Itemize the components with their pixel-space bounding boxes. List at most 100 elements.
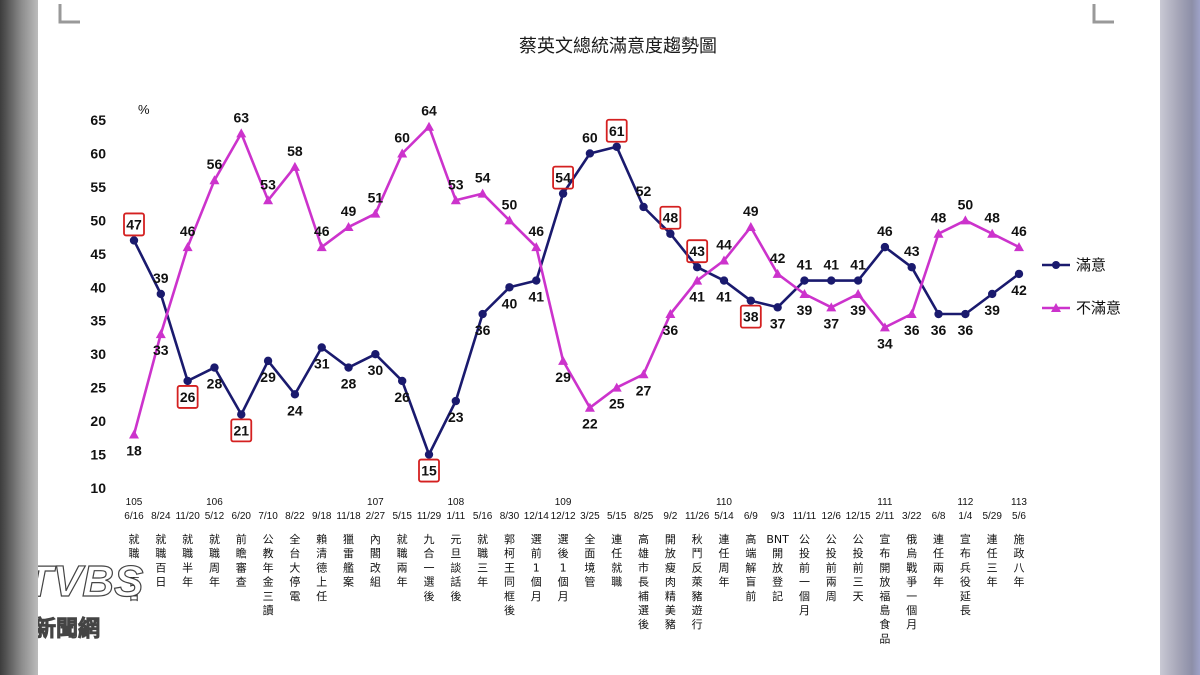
satisfied-value-label: 43 [904, 243, 920, 259]
dissatisfied-point [209, 175, 220, 185]
y-tick-label: 65 [90, 112, 106, 128]
x-event-label: 就職兩年 [397, 532, 408, 589]
legend: 滿意 不滿意 [1042, 256, 1121, 317]
satisfied-value-label: 23 [448, 409, 464, 425]
dissatisfied-point [853, 288, 864, 298]
highlight-box [123, 212, 145, 237]
x-event-label: 就職三年 [477, 532, 488, 589]
x-event-label: 連任三年 [987, 532, 998, 589]
y-tick-label: 25 [90, 380, 106, 396]
crop-mark-left [58, 4, 80, 24]
x-date-label: 1/11 [446, 511, 465, 522]
y-tick-label: 50 [90, 212, 106, 228]
dissatisfied-point [397, 148, 408, 158]
satisfied-point [237, 410, 246, 419]
satisfied-value-label: 36 [958, 322, 974, 338]
legend-item-dissatisfied: 不滿意 [1042, 299, 1121, 317]
dissatisfied-point [424, 121, 434, 131]
x-event-label: 就職周年 [209, 532, 220, 589]
satisfied-point [558, 189, 568, 198]
x-date-label: 7/10 [258, 511, 278, 522]
x-axis-events: 就職一百日 就職百日 就職半年 就職周年 前瞻審查 公教年金三讀 全台大停電 賴清德上任 獵雷艦… [129, 532, 1025, 645]
x-date-label: 1/4 [958, 511, 972, 522]
satisfied-point [907, 263, 916, 272]
series-lines [132, 125, 1020, 456]
satisfied-value-label: 47 [126, 216, 142, 232]
x-date-label: 9/3 [771, 511, 785, 522]
satisfied-point [451, 396, 461, 406]
satisfied-point [719, 276, 729, 285]
dissatisfied-point [182, 242, 193, 252]
dissatisfied-value-label: 58 [287, 143, 303, 159]
legend-dissatisfied-marker [1051, 303, 1061, 312]
dissatisfied-value-label: 56 [207, 156, 223, 172]
x-year-label: 109 [555, 497, 572, 508]
satisfied-point [210, 363, 219, 372]
x-date-label: 12/15 [846, 511, 871, 522]
series-markers [129, 121, 1024, 459]
dissatisfied-point [745, 222, 756, 232]
satisfied-point [344, 363, 353, 372]
dissatisfied-value-label: 18 [126, 442, 142, 458]
highlight-box [739, 304, 762, 329]
trend-chart: 蔡英文總統滿意度趨勢圖 % 10 15 20 25 30 35 40 45 50 55 60 65 1… [38, 4, 1121, 645]
dissatisfied-value-label: 51 [368, 190, 384, 206]
satisfied-value-label: 41 [716, 289, 732, 305]
satisfied-point [290, 390, 300, 399]
dissatisfied-point [692, 275, 703, 285]
dissatisfied-value-label: 46 [528, 223, 544, 239]
dissatisfied-point [879, 322, 890, 332]
dissatisfied-value-label: 53 [448, 176, 464, 192]
series-line-dissatisfied [132, 125, 1020, 435]
dissatisfied-value-label: 36 [904, 322, 920, 338]
x-axis-dates: 6/16 8/24 11/20 5/12 6/20 7/10 8/22 9/18 11/18 2/… [124, 511, 1026, 522]
satisfied-value-label: 60 [582, 129, 598, 145]
x-date-label: 5/6 [1012, 511, 1026, 522]
x-event-label: 宣布開放福島食品 [879, 532, 890, 645]
dissatisfied-value-label: 48 [984, 210, 1000, 226]
dissatisfied-point [826, 302, 837, 312]
x-event-label: 公投前兩周 [826, 533, 837, 603]
satisfied-point [773, 303, 782, 312]
x-date-label: 12/14 [524, 511, 549, 522]
x-event-label: 公投前三天 [853, 533, 864, 603]
x-date-label: 11/20 [175, 511, 200, 522]
dissatisfied-value-label: 46 [314, 223, 330, 239]
dissatisfied-value-label: 44 [716, 237, 732, 253]
legend-dissatisfied-label: 不滿意 [1076, 299, 1121, 317]
x-event-label: 高端解盲前 [745, 532, 756, 603]
satisfied-point [639, 202, 648, 212]
satisfied-value-label: 61 [609, 123, 625, 139]
dissatisfied-value-label: 49 [341, 203, 357, 219]
x-year-label: 113 [1011, 497, 1027, 508]
satisfied-value-label: 15 [421, 463, 437, 479]
x-date-label: 9/2 [663, 511, 677, 522]
dissatisfied-point [772, 268, 783, 278]
dissatisfied-value-label: 39 [850, 302, 866, 318]
satisfied-value-label: 48 [663, 210, 679, 226]
satisfied-value-label: 39 [153, 270, 169, 286]
x-event-label: 九合一選後 [424, 533, 435, 603]
highlight-box [605, 118, 628, 143]
satisfied-point [987, 289, 997, 299]
satisfied-value-label: 36 [475, 322, 491, 338]
x-date-label: 5/15 [607, 511, 627, 522]
satisfied-value-label: 41 [797, 257, 813, 273]
dissatisfied-value-label: 39 [797, 302, 813, 318]
background-left-edge [0, 0, 38, 675]
satisfied-point [424, 450, 434, 459]
satisfied-value-label: 40 [502, 295, 518, 311]
satisfied-point [827, 276, 836, 285]
data-labels: 47 39 26 28 21 29 24 31 28 30 26 15 23 36 40 41 54 60 61 52… [126, 103, 1027, 479]
y-tick-label: 15 [90, 447, 106, 463]
highlight-box [230, 418, 253, 443]
highlight-box [176, 385, 199, 409]
highlight-box [686, 239, 709, 264]
x-date-label: 8/24 [151, 511, 171, 522]
x-date-label: 5/14 [714, 511, 734, 522]
satisfied-value-label: 24 [287, 402, 303, 418]
crop-mark-right [1092, 4, 1114, 24]
x-date-label: 11/11 [793, 511, 817, 522]
satisfied-value-label: 37 [770, 315, 786, 331]
x-event-label: 高雄市長補選後 [638, 532, 649, 631]
